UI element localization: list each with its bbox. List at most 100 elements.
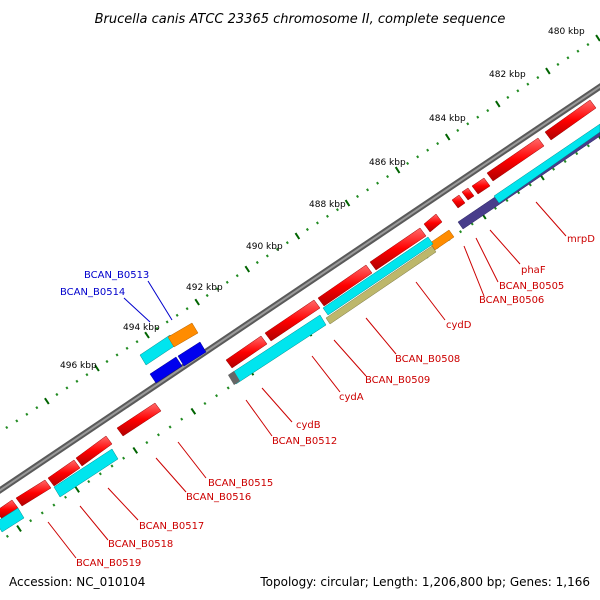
minor-tick [63, 495, 68, 499]
backbone [0, 83, 600, 494]
map-title: Brucella canis ATCC 23365 chromosome II,… [95, 12, 506, 27]
cds-arrow [461, 187, 475, 201]
minor-tick [426, 148, 430, 152]
minor-tick [105, 359, 109, 364]
hit-cyan [322, 236, 434, 316]
cds-arrow [317, 264, 373, 307]
minor-tick [168, 425, 172, 429]
gene-label-bcan-b0519[interactable]: BCAN_B0519 [76, 558, 141, 569]
scale-labels: 480 kbp 482 kbp 484 kbp 486 kbp 488 kbp … [60, 27, 585, 371]
gene-label-bcan-b0512[interactable]: BCAN_B0512 [272, 436, 337, 447]
tick-label-482: 482 kbp [489, 70, 526, 80]
gene-label-bcan-b0513[interactable]: BCAN_B0513 [84, 270, 149, 281]
major-tick [444, 133, 451, 141]
minor-tick [75, 379, 79, 383]
minor-tick [386, 175, 390, 179]
gene-label-bcan-b0506[interactable]: BCAN_B0506 [479, 295, 544, 306]
minor-tick [25, 412, 29, 416]
gene-label-bcan-b0515[interactable]: BCAN_B0515 [208, 478, 273, 489]
major-tick [595, 34, 600, 42]
minor-tick [122, 456, 126, 460]
cds-forward-track [0, 99, 597, 520]
tick-label-490: 490 kbp [246, 242, 283, 252]
major-tick [344, 199, 351, 207]
minor-tick [506, 95, 510, 99]
minor-tick [416, 155, 420, 159]
minor-tick [15, 419, 19, 423]
minor-tick [35, 406, 39, 410]
hit-cyan [0, 507, 25, 533]
tick-label-480: 480 kbp [548, 27, 585, 37]
minor-tick [517, 191, 521, 195]
minor-tick [115, 353, 119, 357]
minor-tick [155, 326, 159, 331]
gene-label-bcan-b0514[interactable]: BCAN_B0514 [60, 287, 125, 298]
major-tick [194, 298, 200, 306]
gene-label-cydd[interactable]: cydD [446, 320, 472, 331]
minor-tick [355, 194, 360, 199]
minor-tick [175, 313, 179, 317]
minor-tick [65, 386, 69, 390]
major-tick [144, 331, 150, 339]
accession-text: Accession: NC_010104 [9, 575, 145, 589]
minor-tick [325, 214, 329, 218]
minor-tick [215, 287, 219, 291]
minor-tick [576, 49, 580, 53]
gene-label-cydb[interactable]: cydB [296, 420, 321, 431]
cds-arrow [264, 299, 321, 342]
minor-tick [366, 188, 370, 192]
gene-label-bcan-b0508[interactable]: BCAN_B0508 [395, 354, 460, 365]
minor-tick [52, 503, 56, 507]
minor-tick [225, 280, 229, 284]
minor-tick [406, 161, 410, 165]
minor-tick [55, 392, 59, 397]
minor-tick [110, 464, 114, 468]
tick-label-496: 496 kbp [60, 361, 97, 371]
cds-arrow [225, 335, 268, 369]
minor-tick [536, 76, 540, 80]
minor-tick [459, 230, 463, 234]
cds-arrow [423, 213, 443, 233]
minor-tick [315, 221, 319, 225]
cds-arrow [15, 479, 52, 507]
minor-tick [466, 122, 470, 126]
minor-tick [98, 472, 102, 476]
hit-orange [167, 322, 199, 348]
minor-tick [436, 142, 440, 146]
gene-label-bcan-b0516[interactable]: BCAN_B0516 [186, 492, 251, 503]
gene-label-bcan-b0505[interactable]: BCAN_B0505 [499, 281, 564, 292]
minor-tick [486, 109, 490, 113]
minor-tick [29, 519, 33, 523]
hit-grey [228, 371, 240, 385]
major-tick [16, 525, 22, 532]
minor-tick [563, 159, 567, 163]
minor-tick [185, 307, 189, 311]
gene-label-bcan-b0509[interactable]: BCAN_B0509 [365, 375, 430, 386]
tick-label-492: 492 kbp [186, 283, 223, 293]
hit-orange [429, 229, 455, 251]
minor-tick [235, 274, 239, 278]
minor-tick [456, 128, 460, 132]
minor-tick [493, 206, 497, 210]
minor-tick [156, 433, 160, 437]
gene-label-bcan-b0517[interactable]: BCAN_B0517 [139, 521, 204, 532]
minor-tick [125, 346, 129, 350]
minor-tick [552, 167, 556, 171]
major-tick [545, 67, 551, 75]
minor-tick [505, 198, 509, 203]
tick-label-494: 494 kbp [123, 323, 160, 333]
minor-tick [305, 227, 309, 232]
gene-label-phaf[interactable]: phaF [521, 265, 546, 276]
topology-text: Topology: circular; Length: 1,206,800 bp… [259, 575, 590, 589]
gene-label-cyda[interactable]: cydA [339, 392, 364, 403]
hit-khaki [325, 245, 437, 325]
blast-hit-tracks [0, 123, 600, 533]
gene-label-bcan-b0518[interactable]: BCAN_B0518 [108, 539, 173, 550]
gene-label-mrpd[interactable]: mrpD [567, 234, 595, 245]
major-tick [294, 232, 301, 240]
minor-tick [85, 373, 89, 377]
cds-arrow [471, 177, 491, 195]
cds-arrow [369, 227, 427, 271]
minor-tick [265, 254, 269, 258]
